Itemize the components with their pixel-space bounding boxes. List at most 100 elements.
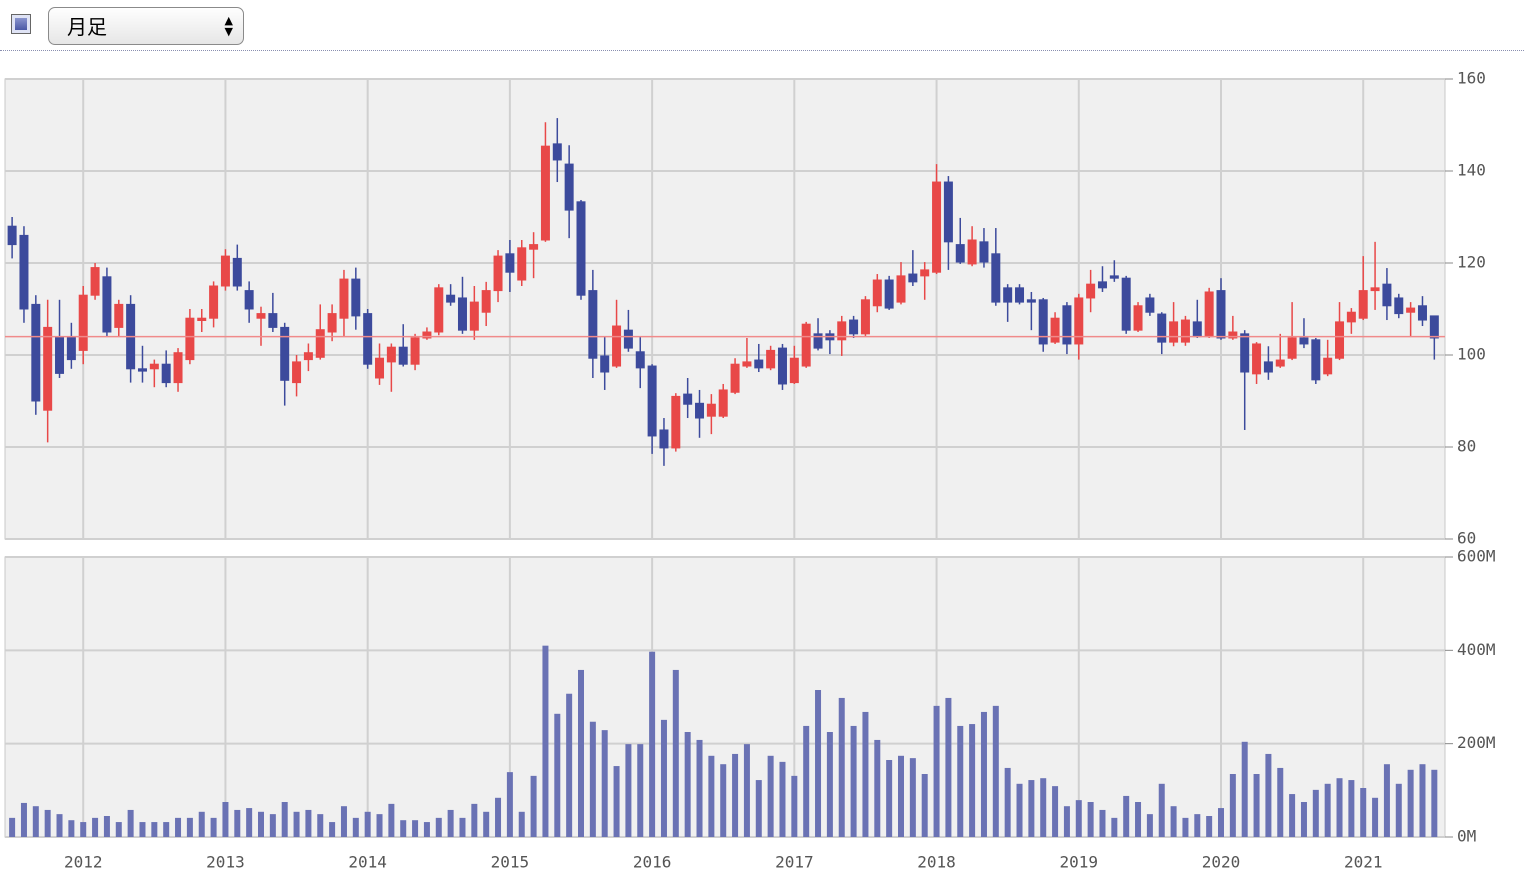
y-tick-label: 60 xyxy=(1457,529,1476,548)
volume-bar xyxy=(530,775,537,837)
volume-bar xyxy=(1324,783,1331,837)
candle-body xyxy=(647,365,657,437)
candle-body xyxy=(1204,291,1214,338)
candle-body xyxy=(137,368,147,372)
volume-bar xyxy=(20,802,27,837)
volume-bar xyxy=(838,697,845,837)
volume-bar xyxy=(957,725,964,837)
y-tick-label: 160 xyxy=(1457,69,1486,88)
candle-body xyxy=(635,351,645,369)
candle-body xyxy=(1145,297,1155,313)
candle-body xyxy=(801,323,811,367)
volume-bar xyxy=(862,711,869,837)
volume-bar xyxy=(1241,741,1248,837)
candle-body xyxy=(422,331,432,339)
candle-body xyxy=(1097,281,1107,289)
y-tick-label: 200M xyxy=(1457,733,1496,752)
candle-body xyxy=(220,255,230,287)
candle-body xyxy=(1358,290,1368,319)
candle-body xyxy=(1429,315,1439,339)
candle-body xyxy=(932,181,942,273)
candle-body xyxy=(706,403,716,417)
candle-body xyxy=(149,363,159,370)
volume-bar xyxy=(305,809,312,837)
candle-body xyxy=(789,357,799,384)
candle-body xyxy=(813,333,823,349)
candle-body xyxy=(884,279,894,309)
y-tick-label: 120 xyxy=(1457,253,1486,272)
candle-body xyxy=(232,257,242,287)
candle-body xyxy=(730,363,740,393)
volume-bar xyxy=(68,820,75,837)
volume-bar xyxy=(1040,778,1047,837)
plot-area xyxy=(4,78,1446,540)
candle-body xyxy=(410,337,420,365)
candle-body xyxy=(173,352,183,384)
volume-bar xyxy=(1277,767,1284,837)
y-tick-label: 600M xyxy=(1457,547,1496,566)
candle-body xyxy=(292,361,302,384)
volume-bar xyxy=(1407,769,1414,837)
volume-bar xyxy=(103,816,110,837)
volume-bar xyxy=(139,822,146,837)
toggle-icon[interactable] xyxy=(11,14,31,34)
volume-bar xyxy=(637,744,644,837)
candle-body xyxy=(1228,331,1238,339)
candle-body xyxy=(1346,311,1356,323)
volume-bar xyxy=(1111,817,1118,837)
volume-bar xyxy=(649,651,656,837)
volume-bar xyxy=(850,725,857,837)
volume-bar xyxy=(826,732,833,837)
candle-body xyxy=(1121,277,1131,331)
volume-bar xyxy=(258,811,264,837)
candle-body xyxy=(1180,319,1190,343)
candle-body xyxy=(303,352,313,361)
volume-bar xyxy=(329,822,336,837)
volume-bar xyxy=(1383,764,1390,837)
volume-bar xyxy=(980,711,987,837)
candle-body xyxy=(268,313,278,328)
candle-body xyxy=(612,325,622,367)
volume-bar xyxy=(625,744,632,837)
candle-body xyxy=(540,145,550,241)
volume-bar xyxy=(1206,816,1213,837)
candle-body xyxy=(457,297,467,331)
y-tick-label: 140 xyxy=(1457,161,1486,180)
volume-bar xyxy=(447,809,454,837)
candle-body xyxy=(872,279,882,307)
volume-bar xyxy=(388,803,395,837)
volume-bar xyxy=(352,817,359,837)
volume-bar xyxy=(459,817,466,837)
volume-bar xyxy=(601,730,608,837)
candle-body xyxy=(517,247,527,281)
period-select[interactable]: 月足 ▲ ▼ xyxy=(48,7,244,45)
candle-body xyxy=(1074,297,1084,345)
candle-body xyxy=(1252,343,1262,375)
volume-bar xyxy=(1087,802,1094,837)
candle-body xyxy=(967,239,977,265)
candle-body xyxy=(185,317,195,361)
volume-bar xyxy=(1028,780,1035,837)
volume-bar xyxy=(874,739,881,837)
candle-body xyxy=(1335,321,1345,359)
candle-body xyxy=(659,429,669,449)
candle-body xyxy=(1394,297,1404,315)
volume-bar xyxy=(1158,783,1165,837)
candle-body xyxy=(908,273,918,283)
volume-bar xyxy=(791,775,798,837)
volume-bar xyxy=(1253,774,1260,837)
candle-body xyxy=(55,336,65,374)
volume-bar xyxy=(1229,774,1236,837)
volume-bar xyxy=(815,690,822,837)
candle-body xyxy=(481,290,491,313)
candle-body xyxy=(7,225,17,246)
toolbar: 月足 ▲ ▼ xyxy=(0,0,1524,51)
candle-body xyxy=(991,253,1001,303)
candle-body xyxy=(576,201,586,296)
candle-body xyxy=(493,255,503,292)
candle-body xyxy=(1062,305,1072,345)
volume-bar xyxy=(1431,769,1438,837)
candle-body xyxy=(600,355,610,373)
volume-bar xyxy=(969,724,976,837)
volume-bar xyxy=(1218,808,1224,837)
